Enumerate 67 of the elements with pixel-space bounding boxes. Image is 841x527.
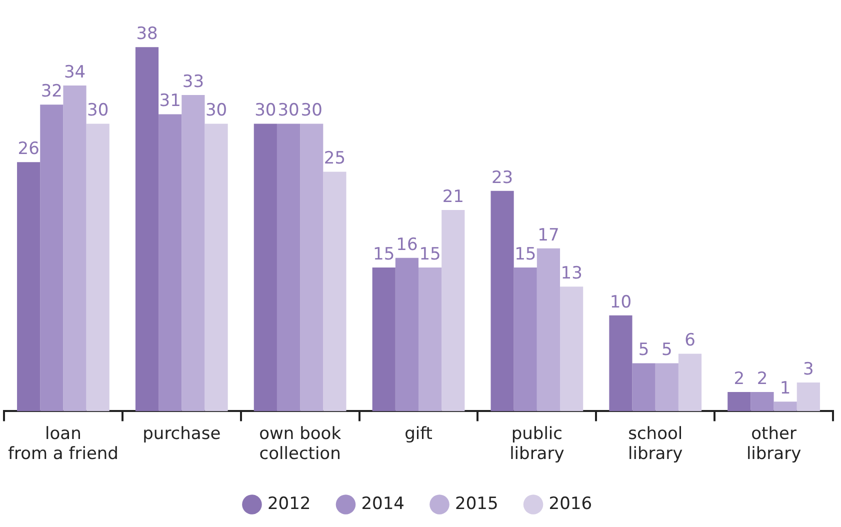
bar (418, 268, 442, 412)
data-label: 30 (278, 100, 300, 121)
bar (632, 363, 656, 412)
x-tick-label: public library (510, 424, 564, 464)
data-label: 30 (300, 100, 322, 121)
data-label: 26 (18, 139, 40, 160)
bar (63, 85, 86, 412)
data-label: 6 (684, 330, 696, 351)
data-label: 2 (756, 368, 768, 389)
legend-label: 2014 (361, 494, 404, 514)
bar (490, 190, 514, 412)
x-tick-label: school library (628, 424, 683, 464)
bar (276, 124, 300, 412)
data-label: 38 (136, 24, 158, 44)
x-tick-label: purchase (142, 424, 221, 444)
bar (609, 315, 632, 412)
x-tick-label: other library (746, 424, 802, 464)
data-label: 17 (538, 225, 560, 246)
bar (514, 268, 537, 412)
legend-label: 2016 (548, 494, 592, 514)
data-label: 34 (64, 62, 86, 82)
data-label: 30 (254, 100, 276, 121)
bar (40, 104, 64, 412)
data-label: 10 (610, 292, 632, 312)
bar (135, 47, 159, 412)
bar (774, 402, 797, 412)
data-label: 2 (734, 368, 745, 389)
x-tick-label: loan from a friend (8, 424, 118, 464)
data-label: 5 (638, 340, 650, 360)
bar (728, 392, 751, 412)
bar (17, 162, 40, 412)
data-label: 25 (324, 148, 346, 169)
bar (204, 124, 228, 412)
bar (158, 114, 182, 412)
legend-label: 2012 (267, 494, 311, 514)
bar (395, 258, 418, 412)
data-label: 15 (373, 244, 395, 264)
x-tick-label: gift (404, 424, 433, 444)
data-label: 23 (491, 168, 514, 188)
bar (300, 124, 324, 412)
data-label: 15 (514, 244, 536, 264)
bar (560, 286, 584, 412)
data-label: 3 (803, 359, 814, 380)
bar (372, 268, 396, 412)
bar (678, 354, 702, 412)
data-label: 32 (40, 82, 62, 102)
bar (182, 95, 205, 412)
data-label: 1 (780, 378, 791, 399)
bar (536, 248, 560, 412)
data-label: 15 (419, 244, 441, 264)
bar (442, 210, 465, 412)
data-label: 13 (560, 264, 582, 284)
bar (655, 363, 678, 412)
data-label: 16 (396, 234, 418, 255)
bar (86, 124, 110, 412)
bar (750, 392, 774, 412)
data-label: 31 (159, 91, 181, 112)
data-label: 30 (87, 100, 109, 121)
data-label: 33 (182, 72, 204, 92)
data-label: 30 (205, 100, 228, 121)
data-label: 21 (442, 186, 464, 207)
x-tick-label: own book collection (259, 424, 342, 464)
bar (323, 172, 346, 412)
legend-label: 2015 (455, 494, 498, 514)
bar (796, 382, 820, 412)
data-label: 5 (661, 340, 672, 360)
bar (254, 124, 277, 412)
